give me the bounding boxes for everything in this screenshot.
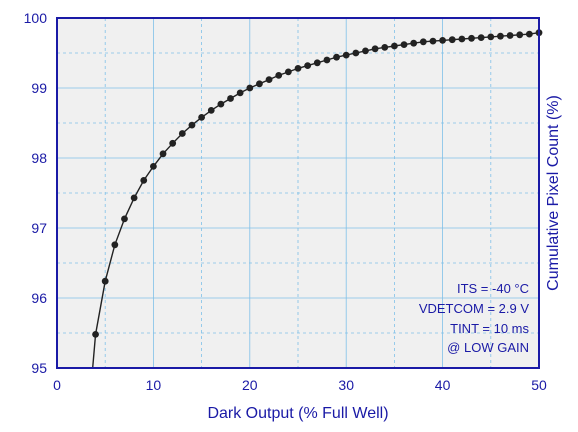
data-point (468, 34, 475, 42)
data-point (342, 51, 350, 59)
data-point (294, 65, 302, 72)
data-point (381, 44, 389, 51)
x-tick-label: 20 (242, 377, 258, 393)
data-point (506, 32, 514, 39)
data-point (150, 163, 157, 170)
annotation-gain: @ LOW GAIN (447, 340, 529, 355)
y-axis-label: Cumulative Pixel Count (%) (545, 95, 562, 291)
data-point (111, 241, 119, 249)
x-axis-ticks: 0 10 20 30 40 50 (53, 377, 547, 393)
data-point (313, 59, 321, 67)
data-point (458, 35, 466, 43)
x-axis-label: Dark Output (% Full Well) (207, 405, 388, 422)
y-tick-label: 99 (31, 80, 47, 96)
data-point (352, 49, 360, 57)
data-points (92, 29, 543, 338)
data-point (265, 76, 273, 83)
annotation-tint: TINT = 10 ms (450, 321, 529, 336)
data-point (477, 34, 485, 41)
data-point (159, 150, 167, 158)
y-tick-label: 95 (31, 360, 47, 376)
data-point (323, 56, 331, 64)
y-axis-ticks: 95 96 97 98 99 100 (24, 10, 48, 376)
data-point (101, 277, 109, 285)
annotation-temperature: ITS = -40 °C (457, 281, 529, 296)
annotation-box: ITS = -40 °C VDETCOM = 2.9 V TINT = 10 m… (419, 281, 530, 355)
data-point (227, 95, 234, 102)
data-point (439, 37, 446, 44)
data-point (217, 100, 225, 108)
data-point (121, 215, 128, 223)
data-point (400, 41, 408, 48)
x-tick-label: 50 (531, 377, 547, 393)
data-point (256, 80, 263, 88)
data-point (284, 68, 292, 76)
data-point (207, 107, 215, 114)
data-point (487, 33, 495, 41)
data-point (304, 62, 312, 69)
data-point (188, 121, 196, 129)
data-point (371, 45, 379, 53)
data-point (333, 53, 340, 61)
data-point (130, 194, 138, 202)
y-tick-label: 97 (31, 220, 47, 236)
data-point (391, 42, 398, 50)
data-point (410, 39, 418, 47)
data-point (246, 84, 254, 92)
plot-frame (56, 17, 540, 369)
data-point (198, 114, 206, 121)
data-point (178, 130, 186, 137)
data-point (516, 31, 524, 39)
y-tick-label: 100 (24, 10, 48, 26)
data-point (92, 331, 99, 338)
data-point (236, 89, 244, 97)
data-point (525, 30, 533, 38)
y-tick-label: 96 (31, 290, 47, 306)
x-tick-label: 0 (53, 377, 61, 393)
data-point (448, 36, 456, 44)
data-point (497, 32, 504, 40)
annotation-vdetcom: VDETCOM = 2.9 V (419, 301, 529, 316)
x-tick-label: 30 (338, 377, 354, 393)
y-tick-label: 98 (31, 150, 47, 166)
data-point (429, 37, 437, 45)
data-point (140, 177, 148, 184)
x-tick-label: 40 (435, 377, 451, 393)
x-tick-label: 10 (146, 377, 162, 393)
data-point (419, 38, 427, 46)
grid (57, 18, 539, 368)
data-point (275, 72, 283, 79)
data-point (362, 47, 369, 55)
data-point (169, 139, 177, 147)
